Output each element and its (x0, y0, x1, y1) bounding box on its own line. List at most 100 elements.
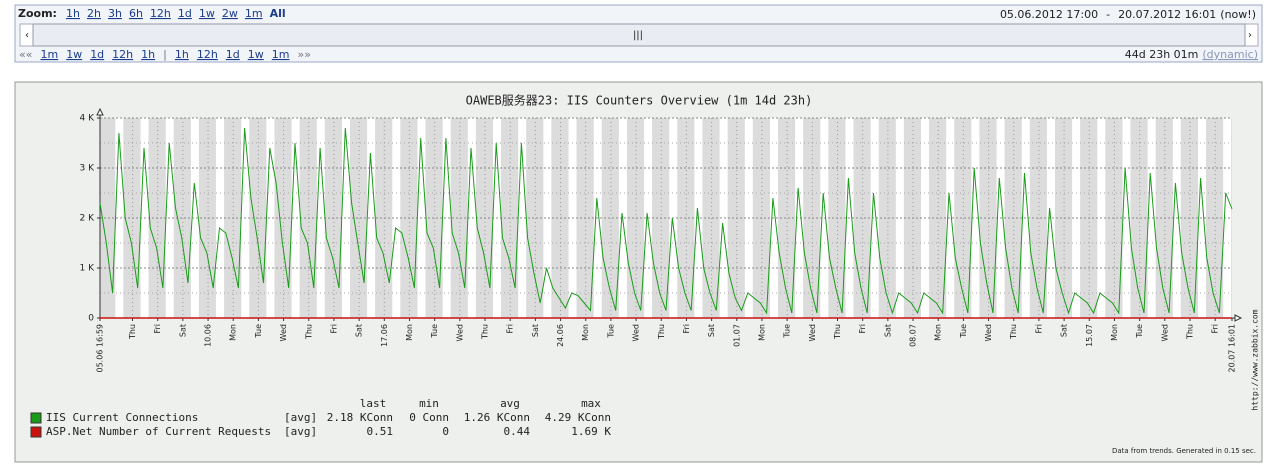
legend-value: 0.51 (367, 425, 394, 438)
x-tick-label: 01.07 (732, 324, 741, 347)
legend-header: max (581, 397, 601, 410)
x-tick-label: Thu (128, 324, 137, 340)
period-separator: - (1106, 8, 1110, 21)
x-tick-label: Sat (355, 324, 364, 337)
nav-link[interactable]: 1w (66, 48, 82, 61)
legend-value: 1.69 K (571, 425, 611, 438)
x-tick-label: Fri (506, 324, 515, 334)
scroll-grip: ||| (633, 30, 643, 41)
x-tick-label: 05.06 16:59 (96, 324, 105, 373)
x-tick-label: Wed (808, 324, 817, 341)
off-hours-band (1122, 118, 1131, 318)
series-line (99, 127, 1233, 315)
period-till: 20.07.2012 16:01 (1118, 8, 1216, 21)
y-tick-label: 2 K (80, 214, 96, 224)
scroll-right[interactable]: › (1248, 30, 1252, 41)
nav-link[interactable]: 1h (175, 48, 189, 61)
nav-link[interactable]: 1d (90, 48, 104, 61)
off-hours-band (543, 118, 552, 318)
x-tick-label: Sat (178, 324, 187, 337)
off-hours-band (367, 118, 376, 318)
y-tick-label: 3 K (80, 164, 96, 174)
zoom-link[interactable]: 1h (66, 7, 80, 20)
x-tick-label: Wed (455, 324, 464, 341)
x-tick-label: Tue (430, 324, 439, 339)
x-tick-label: 24.06 (556, 324, 565, 347)
zoom-link[interactable]: 1m (245, 7, 263, 20)
zoom-link[interactable]: 2w (222, 7, 238, 20)
off-hours-band (870, 118, 879, 318)
legend-header: min (419, 397, 439, 410)
x-tick-label: Fri (1211, 324, 1220, 334)
off-hours-band (971, 118, 980, 318)
zoom-link[interactable]: 1w (199, 7, 215, 20)
legend-value: 0 Conn (409, 411, 449, 424)
x-tick-label: Mon (934, 324, 943, 341)
nav-text: «« (19, 48, 32, 61)
legend-func: [avg] (284, 411, 317, 424)
x-tick-label: Thu (1185, 324, 1194, 340)
nav-link[interactable]: 12h (197, 48, 218, 61)
x-tick-label: Thu (1009, 324, 1018, 340)
nav-link[interactable]: 1d (226, 48, 240, 61)
zoom-link[interactable]: 3h (108, 7, 122, 20)
off-hours-band (291, 118, 300, 318)
off-hours-band (115, 118, 124, 318)
zoom-link[interactable]: 6h (129, 7, 143, 20)
nav-link[interactable]: 1h (141, 48, 155, 61)
nav-link[interactable]: 12h (112, 48, 133, 61)
x-tick-label: Sat (531, 324, 540, 337)
x-tick-label: Fri (153, 324, 162, 334)
nav-text: »» (298, 48, 311, 61)
period-now: (now!) (1220, 8, 1256, 21)
x-tick-label: Fri (329, 324, 338, 334)
x-tick-label: Tue (783, 324, 792, 339)
x-tick-label: Sat (1060, 324, 1069, 337)
x-tick-label: Sat (883, 324, 892, 337)
nav-text: | (163, 48, 167, 61)
legend-value: 0 (442, 425, 449, 438)
x-tick-label: Mon (405, 324, 414, 341)
x-tick-label: Tue (606, 324, 615, 339)
nav-link[interactable]: 1m (272, 48, 290, 61)
zoom-link[interactable]: 2h (87, 7, 101, 20)
legend-value: 4.29 KConn (545, 411, 611, 424)
legend-swatch (30, 426, 42, 438)
nav-link[interactable]: 1m (40, 48, 58, 61)
x-tick-label: 10.06 (204, 324, 213, 347)
scroll-left[interactable]: ‹ (25, 30, 29, 41)
legend-name: ASP.Net Number of Current Requests (46, 425, 271, 438)
x-tick-label: Fri (682, 324, 691, 334)
x-tick-label: 17.06 (380, 324, 389, 347)
zoom-link[interactable]: 1d (178, 7, 192, 20)
off-hours-band (1147, 118, 1156, 318)
off-hours-band (266, 118, 275, 318)
x-tick-label: Thu (304, 324, 313, 340)
x-tick-label: Tue (254, 324, 263, 339)
off-hours-band (795, 118, 804, 318)
nav-link[interactable]: 1w (248, 48, 264, 61)
zoom-link[interactable]: 12h (150, 7, 171, 20)
x-tick-label: Fri (1034, 324, 1043, 334)
off-hours-band (719, 118, 728, 318)
zoom-link[interactable]: All (270, 7, 286, 20)
period-from: 05.06.2012 17:00 (1000, 8, 1098, 21)
legend-func: [avg] (284, 425, 317, 438)
x-tick-label: Sat (707, 324, 716, 337)
x-tick-label: Wed (1160, 324, 1169, 341)
x-tick-label: Fri (858, 324, 867, 334)
legend-value: 2.18 KConn (327, 411, 393, 424)
x-tick-label: Mon (581, 324, 590, 341)
x-tick-label: 20.07 16:01 (1228, 324, 1237, 373)
scroll-thumb[interactable] (32, 23, 1246, 47)
x-tick-label: Mon (1110, 324, 1119, 341)
y-tick-label: 4 K (80, 114, 96, 124)
legend-value: 1.26 KConn (464, 411, 530, 424)
footer: Data from trends. Generated in 0.15 sec. (1112, 447, 1256, 455)
x-tick-label: Thu (833, 324, 842, 340)
x-tick-label: Tue (1135, 324, 1144, 339)
nav-mode[interactable]: (dynamic) (1202, 48, 1258, 61)
nav-length: 44d 23h 01m (1125, 48, 1199, 61)
x-tick-label: Mon (229, 324, 238, 341)
